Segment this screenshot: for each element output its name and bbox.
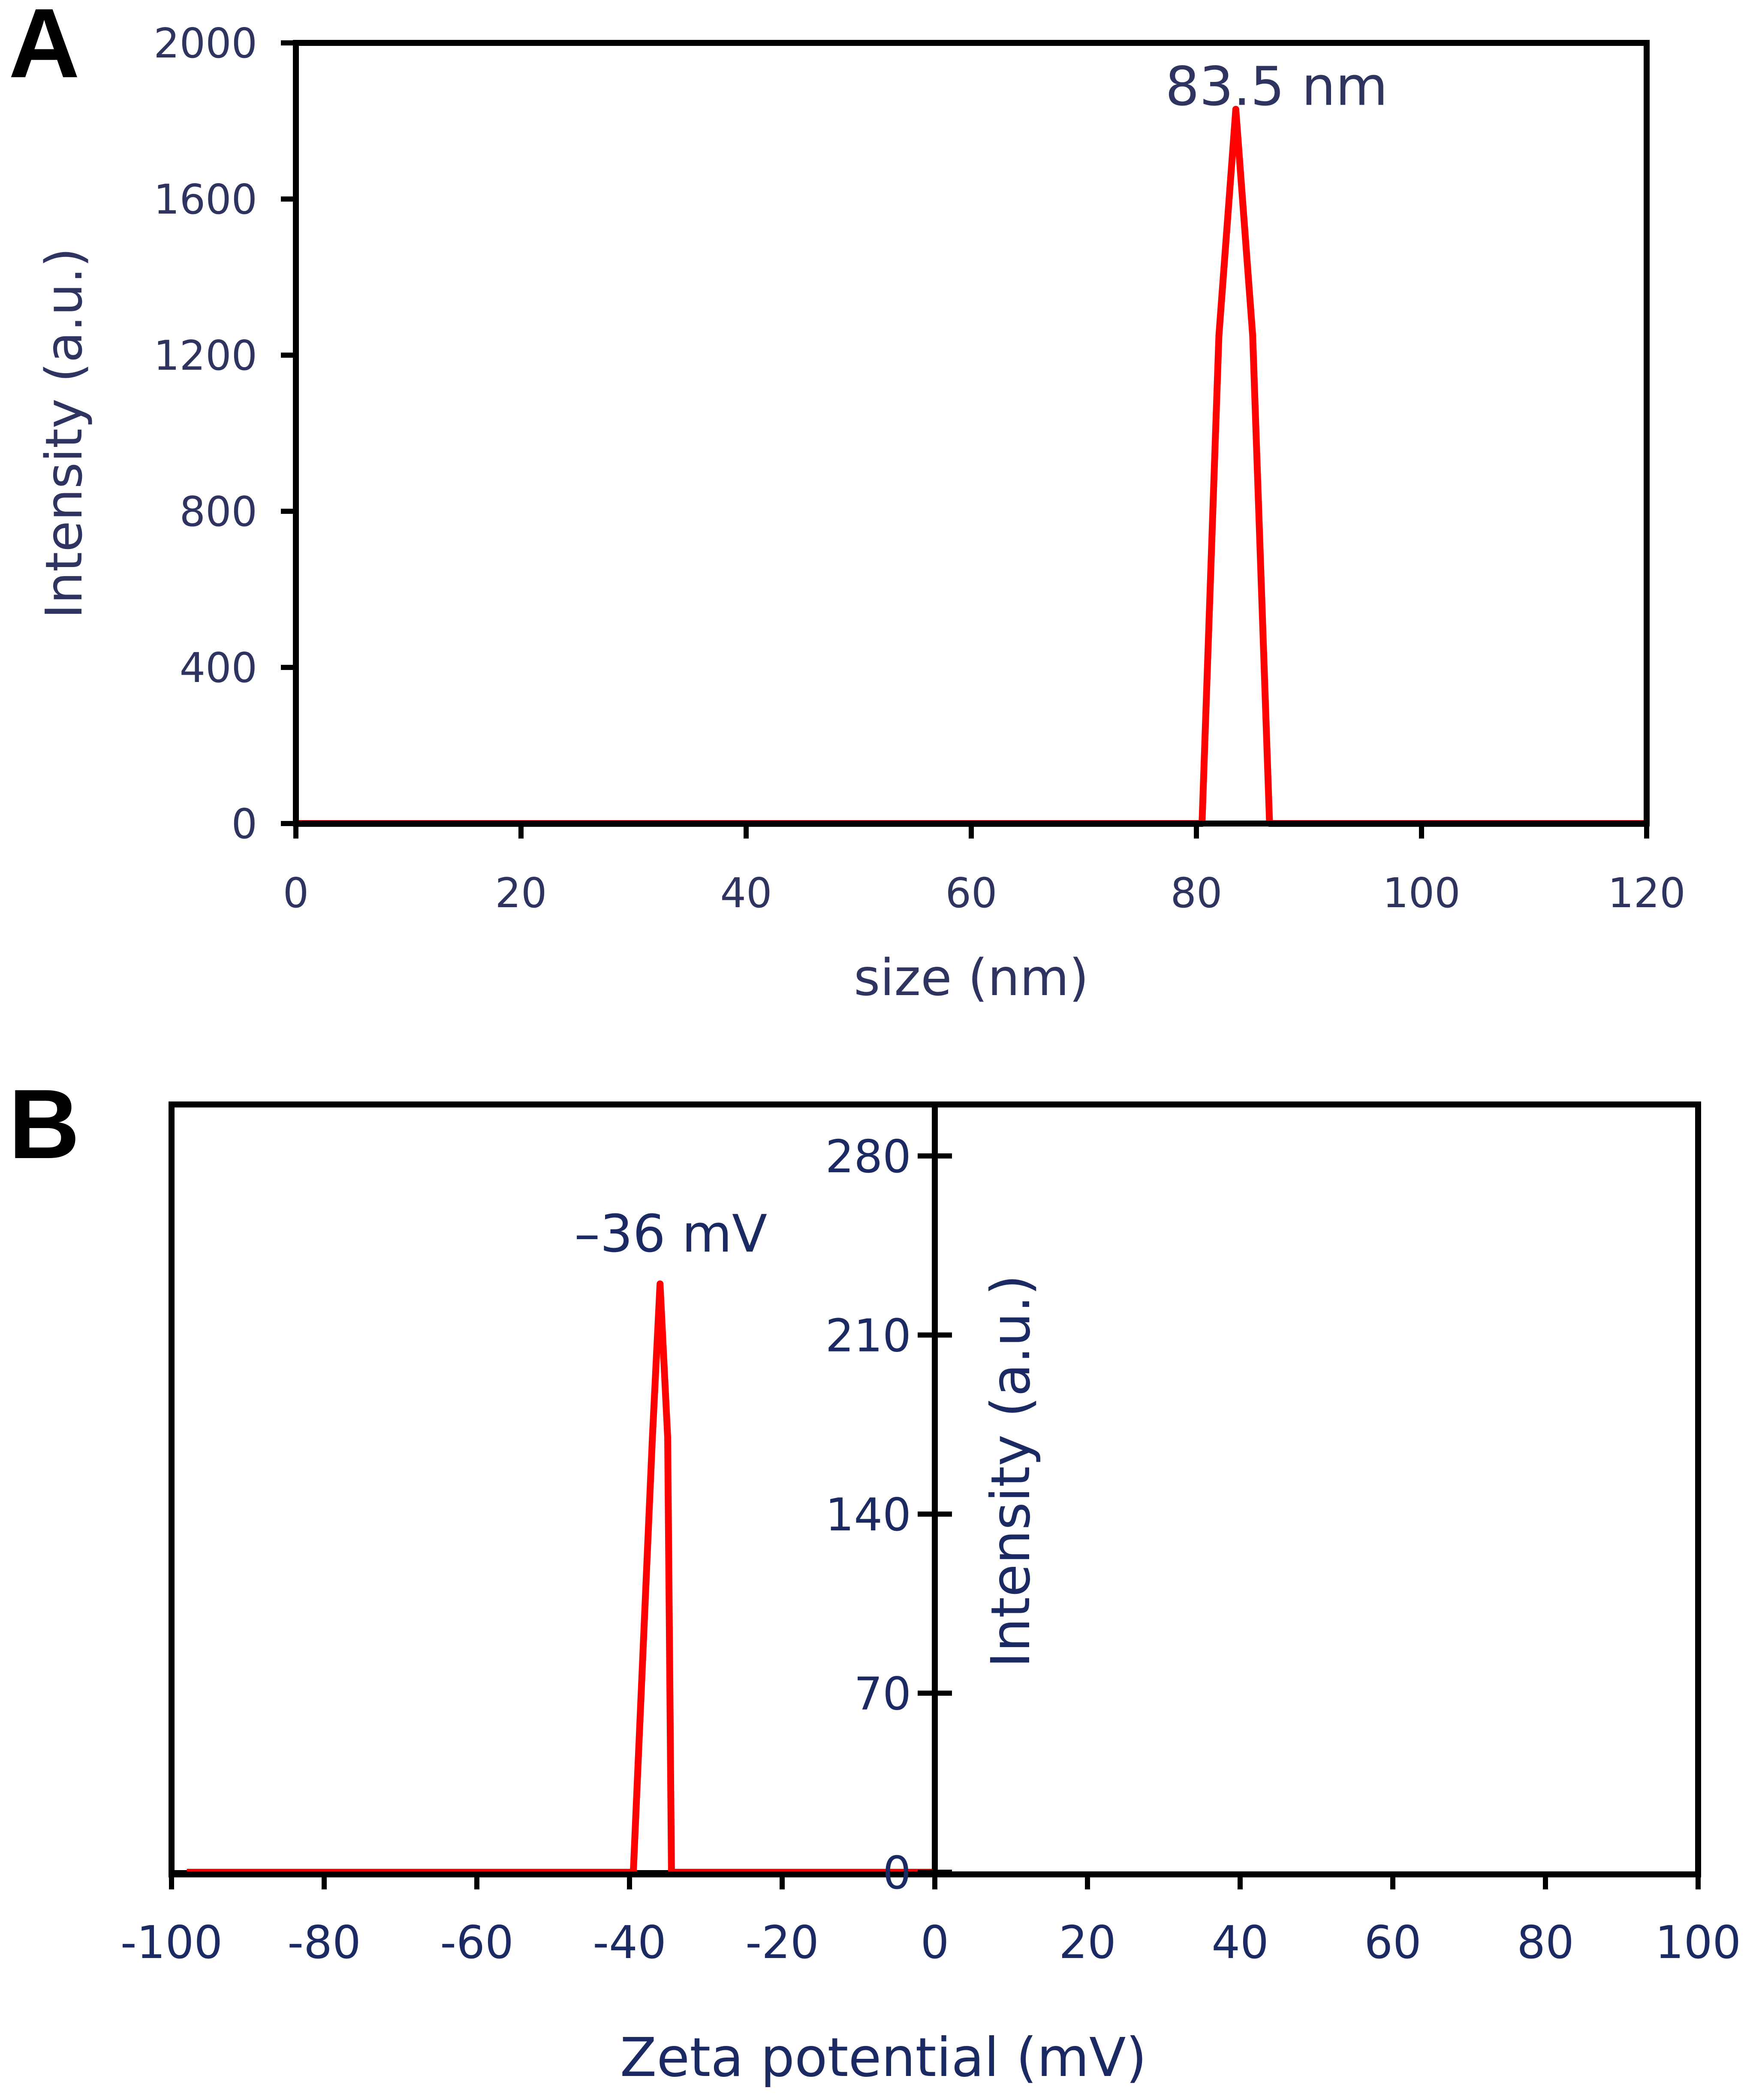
- chart-b-x-tick-label: -80: [287, 1916, 361, 1969]
- chart-b-series-group: [172, 1280, 935, 1876]
- chart-b-series-line-0: [187, 1280, 935, 1876]
- chart-a-y-tick-label: 800: [180, 489, 257, 536]
- chart-a-x-tick-label: 60: [946, 870, 997, 917]
- panel-label-a: A: [9, 0, 80, 98]
- chart-a-y-ticks: 0 400 800 1200 1600 2000: [154, 20, 296, 848]
- chart-b-x-tick-label: 20: [1059, 1916, 1116, 1969]
- chart-b-x-tick-label: 0: [921, 1916, 949, 1969]
- chart-a-x-ticks: 0 20 40 60 80 100 120: [283, 824, 1686, 917]
- chart-a-y-tick-label: 2000: [154, 20, 257, 67]
- chart-b-x-tick-label: -100: [120, 1916, 223, 1969]
- chart-b-x-tick-label: -20: [745, 1916, 819, 1969]
- chart-b-peak-annotation: –36 mV: [574, 1204, 767, 1264]
- chart-b-y-tick-label: 140: [825, 1489, 911, 1541]
- chart-b-y-tick-label: 0: [883, 1847, 911, 1899]
- chart-a-plot-frame: [293, 40, 1650, 827]
- chart-a-x-tick-label: 120: [1608, 870, 1685, 917]
- chart-a-y-tick-label: 400: [180, 645, 257, 692]
- chart-a-series-group: [296, 106, 1647, 827]
- chart-a-x-tick-label: 40: [720, 870, 772, 917]
- chart-a: 0 20 40 60 80 100 120 0 400 800 1200 1600 2000 size…: [34, 20, 1686, 1007]
- chart-a-x-tick-label: 20: [495, 870, 547, 917]
- chart-b-y-ticks: 0 70 140 210 280: [825, 1131, 952, 1899]
- chart-b-x-ticks: -100 -80 -60 -40 -20 0 20 40 60 80 100: [120, 1874, 1741, 1969]
- chart-b-y-tick-label: 70: [854, 1668, 911, 1720]
- chart-a-x-axis-title: size (nm): [854, 948, 1089, 1007]
- chart-b: -100 -80 -60 -40 -20 0 20 40 60 80 100 0 70 140 210 28…: [120, 1101, 1741, 2089]
- chart-a-y-tick-label: 1600: [154, 176, 257, 223]
- chart-b-x-axis-title: Zeta potential (mV): [620, 2027, 1147, 2089]
- chart-a-y-axis-title: Intensity (a.u.): [34, 247, 93, 619]
- chart-a-y-tick-label: 0: [232, 801, 257, 848]
- chart-b-x-tick-label: 100: [1655, 1916, 1741, 1969]
- chart-b-y-tick-label: 280: [825, 1131, 911, 1183]
- chart-a-x-tick-label: 0: [283, 870, 309, 917]
- chart-a-peak-annotation: 83.5 nm: [1165, 56, 1388, 118]
- chart-a-x-tick-label: 80: [1171, 870, 1223, 917]
- chart-b-x-tick-label: 60: [1364, 1916, 1422, 1969]
- panel-label-b: B: [9, 1069, 80, 1179]
- chart-b-x-tick-label: 80: [1517, 1916, 1574, 1969]
- chart-a-x-tick-label: 100: [1383, 870, 1460, 917]
- chart-b-x-tick-label: 40: [1211, 1916, 1269, 1969]
- chart-b-x-tick-label: -40: [593, 1916, 666, 1969]
- chart-b-x-tick-label: -60: [440, 1916, 514, 1969]
- chart-a-series-line-0: [296, 106, 1647, 827]
- chart-b-y-tick-label: 210: [825, 1310, 911, 1362]
- chart-b-y-axis-title: Intensity (a.u.): [980, 1275, 1042, 1668]
- chart-a-y-tick-label: 1200: [154, 332, 257, 380]
